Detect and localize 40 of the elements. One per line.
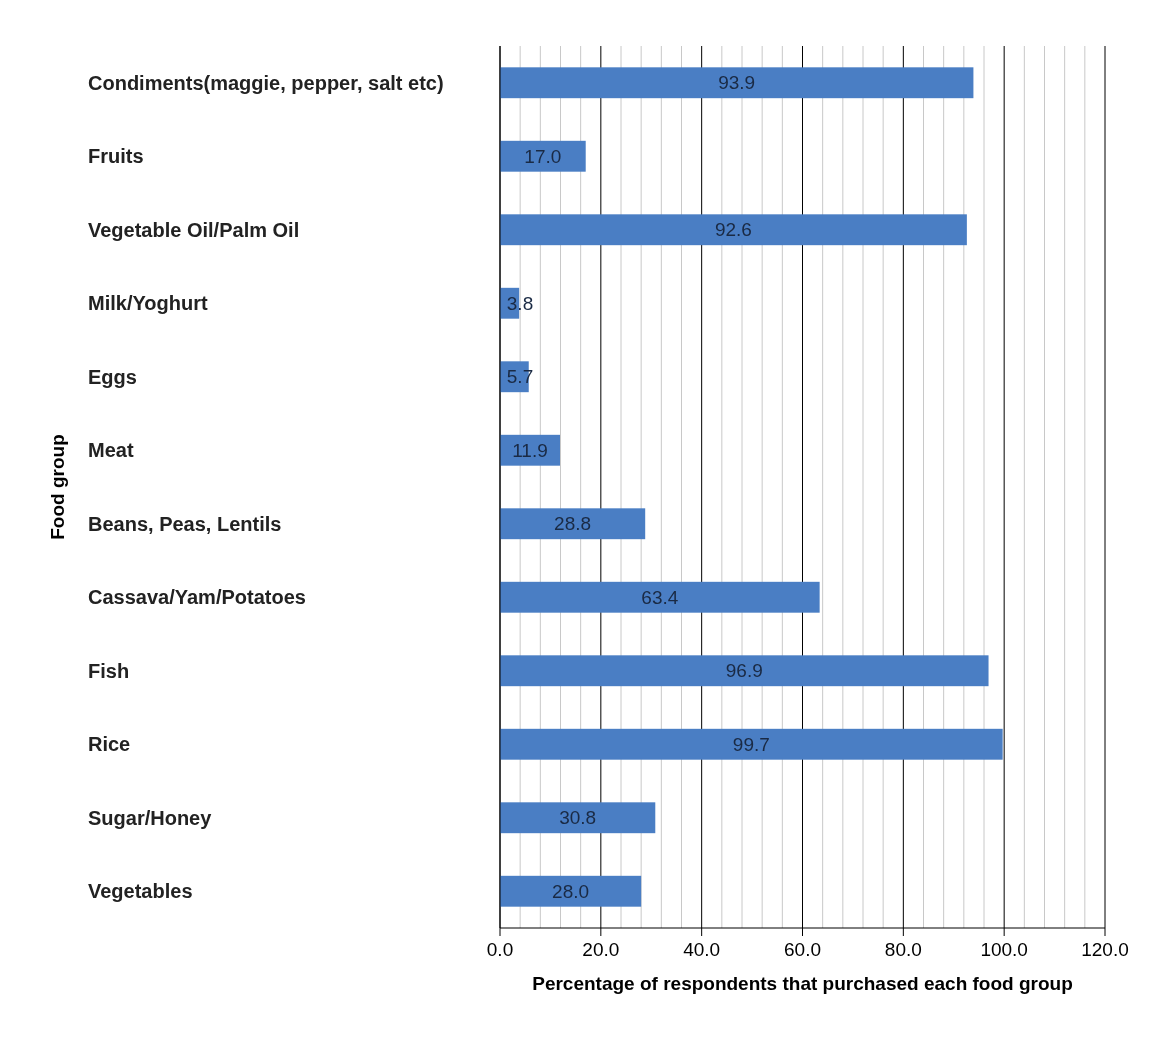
data-label: 63.4 (641, 586, 679, 608)
y-tick-label: Rice (88, 733, 131, 756)
data-label: 28.0 (552, 880, 590, 902)
bar (500, 67, 974, 99)
y-axis-title: Food group (47, 434, 68, 540)
x-tick-label: 0.0 (486, 939, 514, 960)
x-tick-label: 100.0 (980, 939, 1028, 960)
data-label: 30.8 (559, 807, 597, 829)
bar (500, 214, 967, 246)
x-tick-label: 40.0 (683, 939, 721, 960)
y-tick-label: Fish (88, 659, 130, 682)
data-label: 28.8 (554, 513, 592, 535)
y-tick-label: Vegetable Oil/Palm Oil (88, 218, 300, 241)
y-tick-label: Eggs (88, 365, 137, 388)
bar (500, 581, 820, 613)
y-tick-label: Condiments(maggie, pepper, salt etc) (88, 71, 444, 94)
data-label: 92.6 (714, 219, 752, 241)
y-tick-label: Milk/Yoghurt (88, 292, 208, 315)
x-axis-title: Percentage of respondents that purchased each food group (532, 973, 1073, 994)
x-tick-label: 20.0 (582, 939, 620, 960)
x-tick-label: 120.0 (1081, 939, 1129, 960)
bar (500, 875, 642, 907)
x-tick-label: 60.0 (784, 939, 821, 960)
y-tick-label: Sugar/Honey (88, 806, 213, 829)
data-label: 17.0 (524, 145, 562, 167)
bar (500, 140, 586, 172)
y-tick-label: Cassava/Yam/Potatoes (88, 586, 306, 609)
y-tick-label: Vegetables (88, 880, 193, 903)
bar (500, 655, 989, 687)
data-label: 93.9 (718, 72, 756, 94)
data-label: 11.9 (512, 439, 548, 461)
data-label: 96.9 (725, 660, 763, 682)
bar (500, 802, 656, 834)
y-tick-label: Beans, Peas, Lentils (88, 512, 282, 535)
x-tick-label: 80.0 (884, 939, 922, 960)
bar (500, 508, 646, 540)
y-tick-label: Fruits (88, 145, 144, 168)
bar (500, 728, 1003, 760)
data-label: 99.7 (732, 733, 770, 755)
y-tick-label: Meat (88, 439, 134, 462)
